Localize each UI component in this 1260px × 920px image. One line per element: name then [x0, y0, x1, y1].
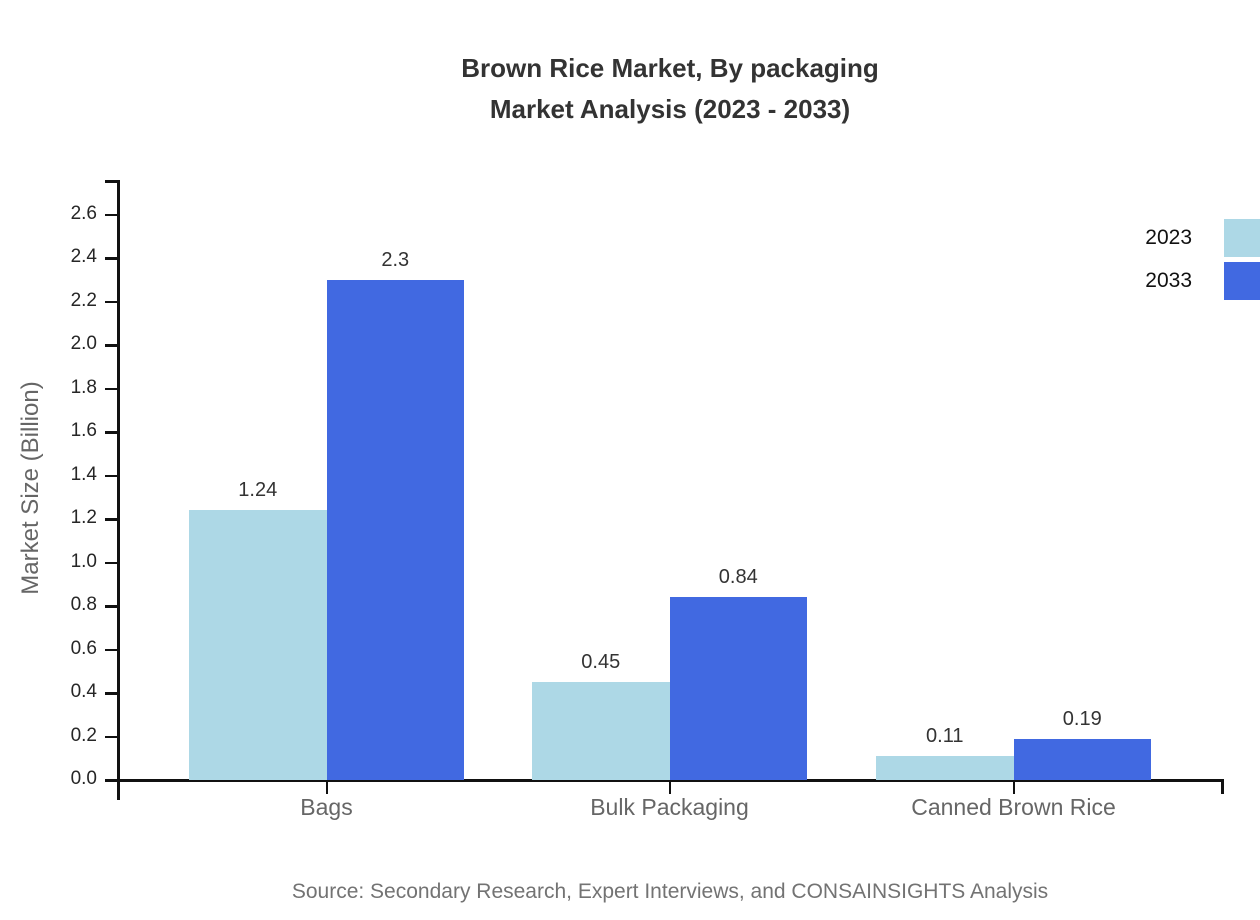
chart-title-line1: Brown Rice Market, By packaging [461, 53, 879, 83]
source-note: Source: Secondary Research, Expert Inter… [291, 880, 1049, 903]
y-tick-label: 2.2 [70, 289, 97, 311]
bar-value-label: 0.11 [926, 725, 964, 748]
x-category-label: Bulk Packaging [590, 794, 749, 820]
y-tick [105, 779, 117, 782]
x-tick [1012, 782, 1015, 794]
x-category-label: Canned Brown Rice [911, 794, 1116, 820]
chart-title: Brown Rice Market, By packaging Market A… [80, 48, 1260, 130]
y-tick-label: 1.8 [70, 376, 97, 398]
y-tick-label: 1.0 [70, 550, 97, 572]
x-category-label: Bags [300, 794, 353, 820]
bar-value-label: 2.3 [381, 249, 410, 271]
y-tick-label: 0.0 [70, 768, 97, 789]
legend-label-2023: 2023 [1145, 226, 1192, 249]
legend-swatch-2033 [1224, 262, 1260, 300]
chart-title-line2: Market Analysis (2023 - 2033) [489, 94, 851, 124]
y-tick [105, 692, 117, 695]
x-tick [668, 782, 671, 794]
y-tick-label: 2.0 [70, 333, 97, 355]
x-axis-end-cap [1221, 779, 1224, 794]
y-axis-line [117, 180, 120, 800]
y-tick [105, 344, 117, 347]
bar-2033-2 [1013, 738, 1151, 780]
y-tick [105, 387, 117, 391]
y-tick-label: 0.4 [70, 681, 97, 703]
bar-2033-0 [326, 280, 464, 780]
y-axis-end-cap [105, 180, 117, 183]
y-tick [105, 605, 117, 608]
bar-value-label: 0.84 [718, 566, 758, 589]
y-tick-label: 2.6 [70, 202, 97, 224]
bar-2023-2 [876, 756, 1014, 780]
bar-2033-1 [669, 597, 807, 780]
bar-value-label: 0.45 [581, 651, 621, 674]
y-tick-label: 1.4 [70, 463, 97, 485]
y-tick [105, 474, 117, 478]
y-tick [105, 561, 117, 565]
y-tick [105, 518, 117, 521]
bar-value-label: 1.24 [238, 479, 278, 502]
y-tick-label: 2.4 [70, 246, 97, 268]
x-axis-line [117, 779, 1224, 782]
y-tick-label: 1.2 [70, 507, 97, 529]
bar-value-label: 0.19 [1062, 707, 1102, 730]
y-tick [105, 213, 117, 217]
y-tick-label: 0.8 [70, 594, 97, 616]
y-tick-label: 0.2 [70, 724, 97, 746]
y-tick [105, 735, 117, 739]
x-tick [325, 782, 328, 794]
y-tick-label: 1.6 [70, 420, 97, 442]
bar-2023-1 [532, 682, 670, 780]
y-tick [105, 648, 117, 652]
bar-2023-0 [189, 510, 327, 780]
y-tick-label: 0.6 [70, 637, 97, 659]
y-tick [105, 257, 117, 260]
y-tick [105, 300, 117, 304]
y-tick [105, 431, 117, 434]
legend-swatch-2023 [1224, 219, 1260, 257]
legend-label-2033: 2033 [1145, 269, 1192, 292]
